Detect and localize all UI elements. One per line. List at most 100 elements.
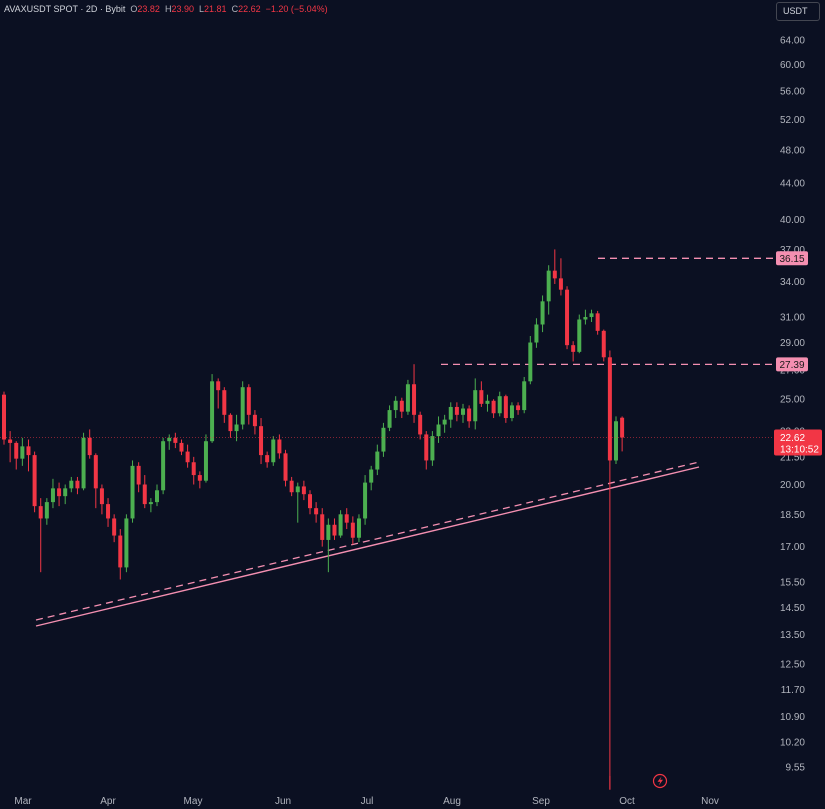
candle bbox=[479, 381, 484, 407]
candle bbox=[412, 364, 417, 423]
candle bbox=[246, 384, 251, 425]
candle bbox=[387, 405, 392, 432]
candle bbox=[44, 498, 49, 525]
candle bbox=[528, 335, 533, 385]
lightning-icon[interactable] bbox=[652, 773, 668, 789]
candle bbox=[197, 471, 202, 489]
candle bbox=[57, 482, 62, 507]
candle bbox=[356, 514, 361, 543]
candle-body bbox=[387, 410, 392, 428]
open-value: 23.82 bbox=[137, 4, 160, 14]
candle bbox=[565, 286, 570, 350]
candle-body bbox=[222, 390, 227, 415]
candle bbox=[522, 376, 527, 414]
candle-body bbox=[118, 535, 123, 568]
currency-button[interactable]: USDT bbox=[776, 2, 820, 21]
candle bbox=[228, 413, 233, 438]
candle-body bbox=[112, 518, 117, 536]
candle bbox=[375, 444, 380, 476]
candle bbox=[473, 378, 478, 430]
x-tick-label: Sep bbox=[532, 796, 550, 807]
candle bbox=[81, 432, 86, 491]
candle bbox=[240, 381, 245, 430]
price-axis[interactable]: 64.00 60.00 56.00 52.00 48.00 44.00 40.00 37.00… bbox=[780, 36, 805, 774]
x-tick-label: May bbox=[184, 796, 203, 807]
candle bbox=[467, 405, 472, 428]
candle bbox=[332, 518, 337, 540]
x-tick-label: Mar bbox=[14, 796, 32, 807]
candle bbox=[69, 476, 74, 493]
candle bbox=[326, 518, 331, 573]
candle-body bbox=[295, 486, 300, 493]
candle bbox=[595, 310, 600, 335]
candle-body bbox=[558, 278, 563, 290]
candle bbox=[314, 502, 319, 523]
candle-body bbox=[93, 455, 98, 489]
candle-body bbox=[26, 446, 31, 456]
candle-body bbox=[136, 465, 141, 485]
horizontal-levels[interactable] bbox=[441, 257, 773, 365]
candle bbox=[448, 402, 453, 428]
candle bbox=[320, 508, 325, 547]
candle-body bbox=[271, 439, 276, 463]
candle bbox=[589, 309, 594, 322]
candle-body bbox=[577, 319, 582, 352]
trendline-drawings[interactable] bbox=[35, 461, 700, 627]
candle-body bbox=[2, 394, 6, 440]
y-tick-label: 40.00 bbox=[780, 215, 805, 226]
candle bbox=[534, 318, 539, 348]
candle-body bbox=[57, 488, 62, 497]
candle bbox=[369, 465, 374, 491]
candle-body bbox=[448, 406, 453, 420]
candle-body bbox=[161, 441, 166, 491]
candle bbox=[14, 441, 19, 470]
candle bbox=[399, 397, 404, 419]
candle-body bbox=[442, 419, 447, 425]
candle bbox=[63, 484, 68, 505]
candle bbox=[614, 416, 618, 465]
candle bbox=[75, 476, 80, 495]
level-tag bbox=[776, 357, 808, 372]
open-label: O bbox=[130, 4, 138, 14]
candle-body bbox=[38, 506, 43, 519]
candle bbox=[8, 431, 13, 463]
candle-body bbox=[216, 381, 221, 391]
candle bbox=[503, 394, 508, 423]
candle-body bbox=[534, 324, 539, 343]
candle-body bbox=[461, 408, 465, 415]
candle-body bbox=[14, 442, 19, 459]
candle bbox=[130, 460, 135, 523]
candle-body bbox=[326, 524, 331, 540]
candle-body bbox=[424, 434, 429, 461]
trendline-solid bbox=[35, 466, 700, 627]
candle bbox=[546, 265, 551, 315]
candle-body bbox=[308, 494, 312, 509]
candle bbox=[461, 403, 465, 423]
y-tick-label: 11.70 bbox=[781, 685, 806, 696]
candle bbox=[265, 451, 270, 468]
candle-body bbox=[203, 441, 208, 481]
high-label: H bbox=[164, 4, 172, 14]
candle bbox=[552, 249, 557, 284]
countdown-label: 13:10:52 bbox=[780, 444, 819, 455]
low-value: 21.81 bbox=[204, 4, 227, 14]
candle-body bbox=[503, 396, 508, 419]
candle-body bbox=[620, 417, 625, 438]
time-axis[interactable]: Mar Apr May Jun Jul Aug Sep Oct Nov bbox=[14, 796, 719, 807]
candle-body bbox=[350, 522, 355, 538]
candle bbox=[301, 480, 306, 501]
candle bbox=[381, 422, 386, 457]
candle bbox=[234, 414, 239, 442]
candle-body bbox=[467, 408, 472, 422]
candle-body bbox=[375, 451, 380, 470]
candle-body bbox=[497, 396, 502, 414]
candle-body bbox=[332, 524, 337, 536]
candle-body bbox=[130, 465, 135, 519]
candle-body bbox=[607, 357, 612, 461]
candle bbox=[136, 462, 141, 493]
candle-body bbox=[240, 387, 245, 425]
y-tick-label: 10.20 bbox=[780, 737, 805, 748]
candle bbox=[436, 416, 441, 443]
